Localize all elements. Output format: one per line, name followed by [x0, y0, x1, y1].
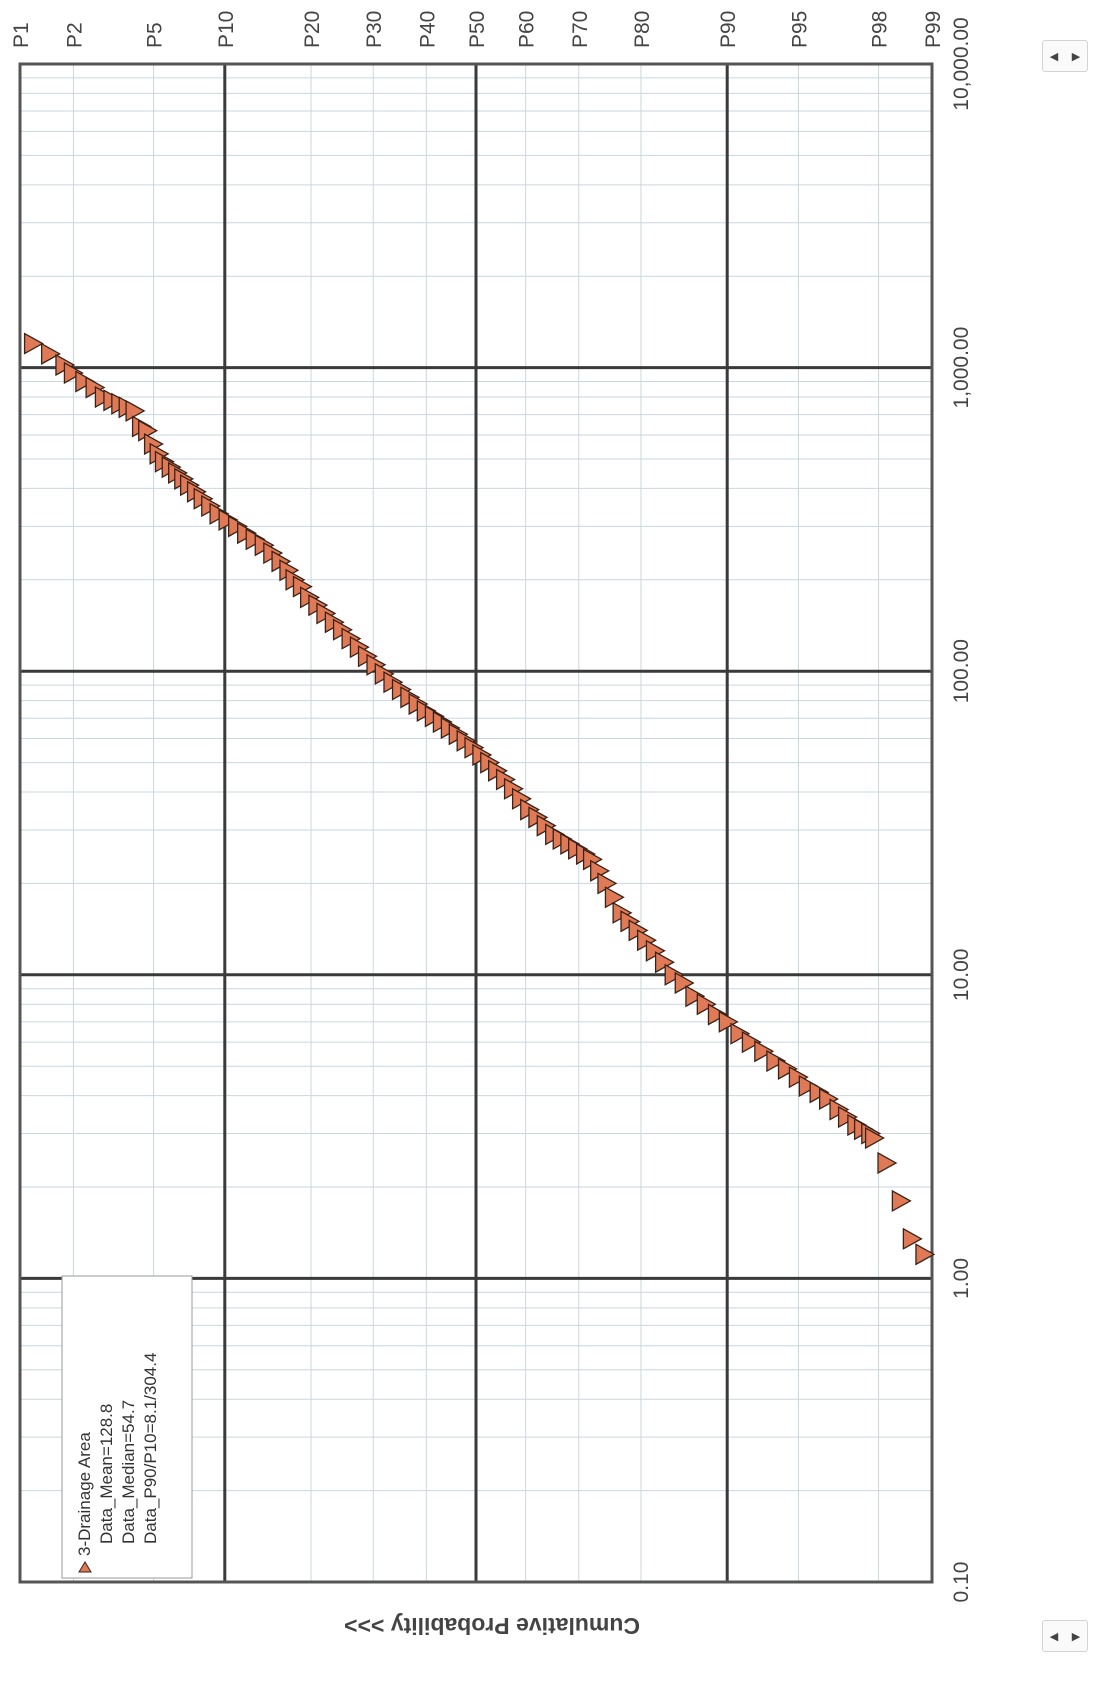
value-tick-label: 0.10 — [950, 1562, 973, 1603]
plot-frame — [18, 62, 934, 1584]
data-point — [819, 1087, 839, 1111]
data-point — [877, 1151, 898, 1175]
data-point — [696, 993, 717, 1016]
data-point — [125, 399, 146, 423]
data-point — [664, 963, 685, 986]
data-point — [741, 1031, 762, 1054]
next-arrow-icon[interactable]: ▶ — [1071, 1630, 1081, 1643]
probability-tick-label: P20 — [301, 11, 324, 48]
legend-line-mean: Data_Mean=128.8 — [97, 1404, 116, 1544]
value-tick-label: 10.00 — [950, 949, 973, 1002]
probability-tick-label: P2 — [63, 22, 86, 48]
data-point — [864, 1126, 885, 1150]
data-point — [23, 332, 44, 355]
data-point — [75, 370, 96, 393]
data-point — [40, 342, 61, 365]
data-point — [902, 1227, 923, 1250]
legend: 3-Drainage Area Data_Mean=128.8 Data_Med… — [61, 1275, 193, 1579]
data-point — [604, 886, 625, 909]
legend-line-median: Data_Median=54.7 — [119, 1400, 138, 1544]
probability-tick-label: P95 — [788, 11, 811, 48]
data-points — [23, 332, 936, 1266]
probability-tick-label: P30 — [363, 11, 386, 48]
data-point — [777, 1057, 798, 1080]
data-point — [718, 1010, 739, 1033]
value-tick-label: 10,000.00 — [950, 17, 973, 110]
data-point — [63, 361, 84, 385]
probability-tick-label: P80 — [631, 11, 654, 48]
nav-buttons-bottom: ◀ ▶ — [1042, 1620, 1088, 1652]
probability-tick-label: P1 — [10, 22, 33, 48]
probability-tick-label: P90 — [717, 11, 740, 48]
data-point — [891, 1189, 912, 1213]
data-point — [730, 1022, 751, 1045]
probability-tick-label: P70 — [569, 11, 592, 48]
probability-tick-label: P60 — [516, 11, 539, 48]
data-point — [685, 985, 706, 1008]
data-point — [788, 1066, 809, 1089]
prev-arrow-icon[interactable]: ◀ — [1049, 1630, 1059, 1643]
data-point — [798, 1074, 819, 1098]
probability-axis-label: Cumulative Probability >>> — [344, 1613, 640, 1639]
legend-marker-icon — [78, 1561, 92, 1573]
prev-arrow-icon[interactable]: ◀ — [1049, 50, 1059, 63]
value-axis-ticks: 0.10 1.00 10.00 100.00 1,000.00 10,000.00 — [950, 17, 973, 1602]
value-tick-label: 100.00 — [950, 639, 973, 703]
probability-tick-label: P10 — [215, 11, 238, 48]
probability-tick-label: P40 — [416, 11, 439, 48]
probability-tick-label: P99 — [922, 11, 945, 48]
data-point — [707, 1003, 728, 1026]
probability-tick-label: P50 — [466, 11, 489, 48]
legend-series-name: 3-Drainage Area — [75, 1432, 94, 1556]
probability-tick-label: P5 — [144, 22, 167, 48]
next-arrow-icon[interactable]: ▶ — [1071, 50, 1081, 63]
probability-tick-label: P98 — [869, 11, 892, 48]
value-tick-label: 1.00 — [950, 1258, 973, 1299]
data-point — [754, 1040, 775, 1063]
legend-box — [61, 1275, 193, 1579]
data-point — [915, 1243, 936, 1266]
probability-axis-ticks: P1 P2 P5 P10 P20 P30 P40 P50 P60 P70 P80 P90 P95 P98 P… — [10, 11, 945, 48]
data-point — [674, 971, 695, 995]
value-tick-label: 1,000.00 — [950, 327, 973, 409]
data-point — [766, 1049, 787, 1073]
legend-line-p90p10: Data_P90/P10=8.1/304.4 — [141, 1353, 160, 1544]
nav-buttons-top: ◀ ▶ — [1042, 40, 1088, 72]
